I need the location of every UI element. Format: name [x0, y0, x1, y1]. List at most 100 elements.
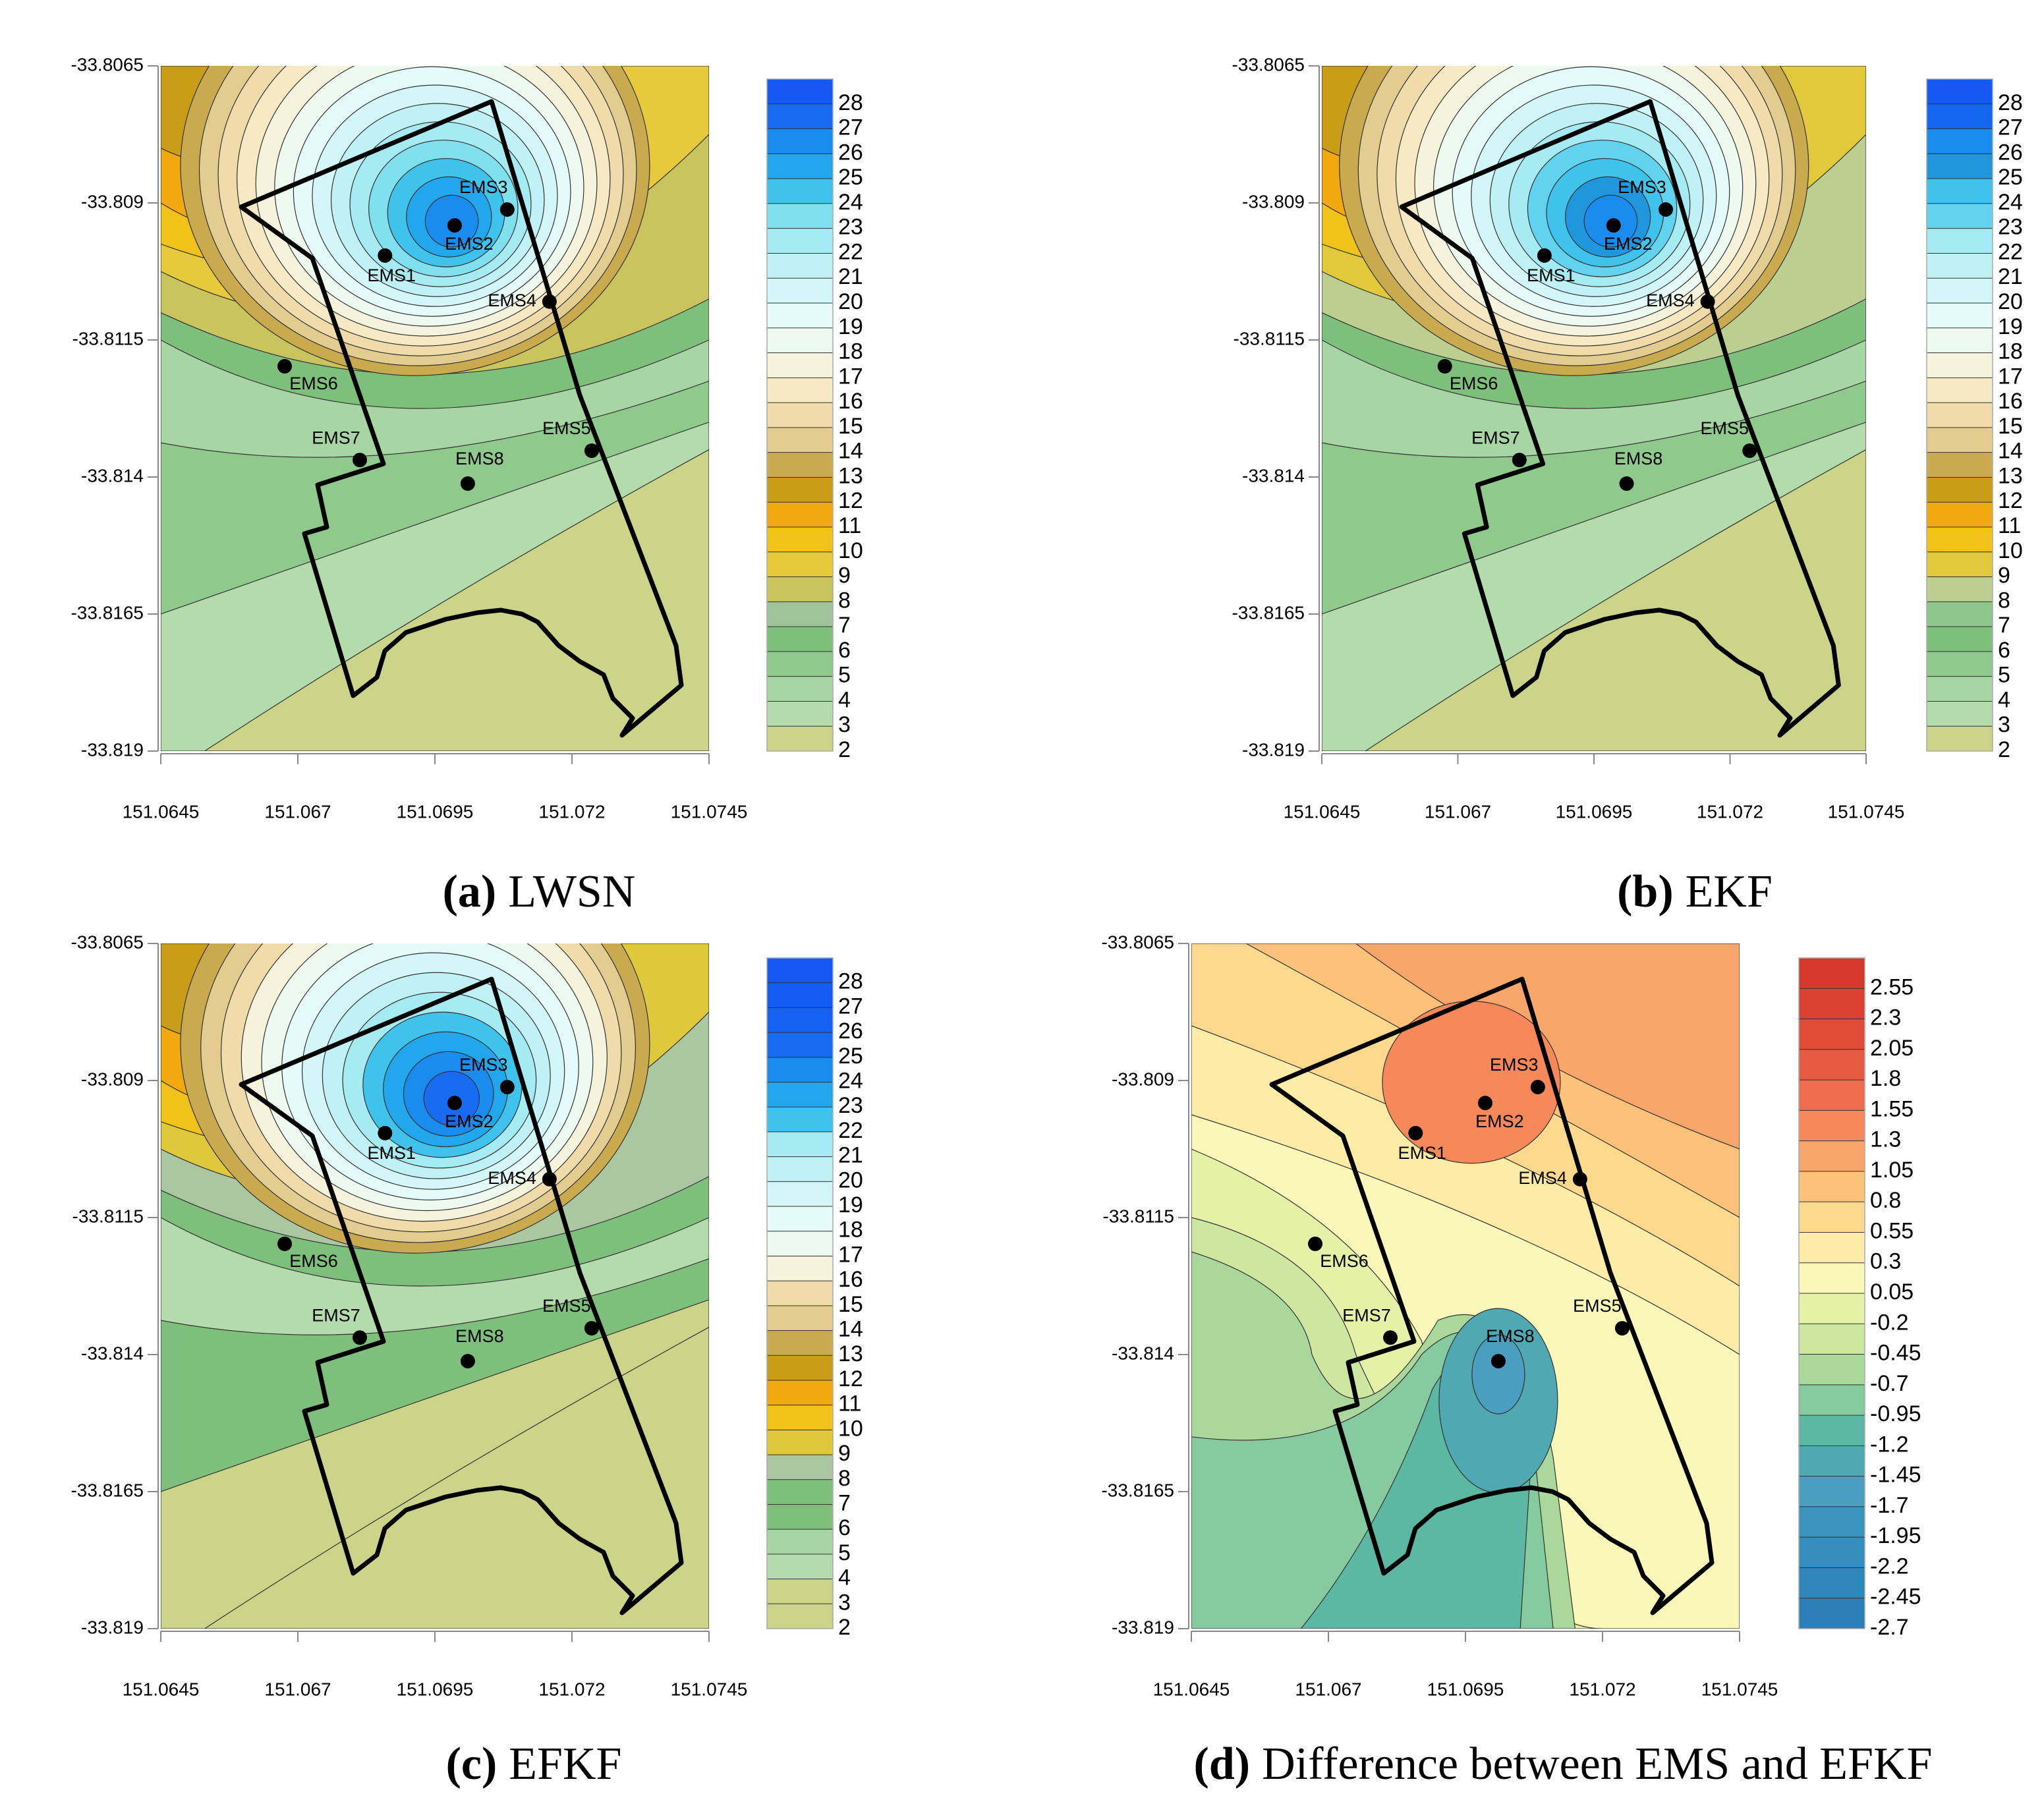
- colorbar-label: 2.05: [1870, 1036, 1914, 1061]
- site-boundary: [239, 976, 684, 1615]
- colorbar-frame: [766, 78, 834, 752]
- colorbar-box: [767, 1082, 833, 1108]
- station: [584, 443, 599, 459]
- station-label: EMS3: [459, 177, 508, 197]
- colorbar-box: [1799, 1445, 1865, 1477]
- station: [447, 1096, 462, 1111]
- x-tick-label: 151.0745: [671, 801, 748, 822]
- colorbar-label: -0.95: [1870, 1401, 1921, 1426]
- colorbar-box: [1927, 128, 1993, 154]
- colorbar-box: [1799, 1171, 1865, 1202]
- caption-panel: (b): [1617, 866, 1674, 917]
- y-tick-label: -33.8065: [71, 932, 144, 952]
- x-tick-label: 151.0645: [1284, 801, 1361, 822]
- station-label: EMS6: [289, 1251, 338, 1271]
- station-label: EMS4: [1518, 1168, 1567, 1188]
- colorbar-box: [1927, 651, 1993, 677]
- y-tick-label: -33.819: [1242, 739, 1305, 760]
- caption-text: Difference between EMS and EFKF: [1262, 1739, 1932, 1789]
- colorbar-label: 20: [838, 289, 863, 314]
- station-label: EMS7: [1342, 1305, 1391, 1325]
- y-tick-label: -33.8165: [71, 1480, 144, 1500]
- caption: (b) EKF: [1617, 866, 1773, 917]
- station-label: EMS8: [455, 1326, 504, 1346]
- colorbar-label: 14: [1998, 439, 2023, 464]
- station: [1477, 1096, 1492, 1111]
- colorbar-box: [767, 602, 833, 627]
- x-tick-label: 151.067: [264, 1679, 331, 1699]
- colorbar-label: 23: [1998, 215, 2023, 240]
- colorbar-box: [1927, 352, 1993, 378]
- colorbar-box: [1927, 726, 1993, 752]
- colorbar-box: [767, 1604, 833, 1629]
- colorbar-box: [767, 1032, 833, 1058]
- colorbar-box: [767, 651, 833, 677]
- colorbar-label: 11: [838, 513, 861, 538]
- colorbar-box: [767, 1405, 833, 1430]
- colorbar-box: [767, 527, 833, 553]
- y-tick-label: -33.809: [1112, 1069, 1174, 1089]
- colorbar-box: [1927, 327, 1993, 354]
- colorbar-label: 26: [1998, 140, 2023, 165]
- colorbar-label: 9: [1998, 563, 2010, 588]
- colorbar-label: 13: [838, 1341, 863, 1366]
- colorbar-label: 0.8: [1870, 1188, 1901, 1213]
- colorbar-box: [767, 1181, 833, 1207]
- colorbar-box: [1927, 502, 1993, 528]
- site-boundary: [239, 99, 684, 738]
- x-tick-label: 151.067: [264, 801, 331, 822]
- caption-text: LWSN: [508, 866, 635, 917]
- colorbar-label: 22: [838, 239, 863, 264]
- colorbar-label: 20: [838, 1167, 863, 1193]
- station: [353, 1330, 368, 1345]
- y-tick-label: -33.814: [1112, 1343, 1174, 1363]
- station: [1383, 1330, 1398, 1345]
- colorbar-box: [1927, 676, 1993, 702]
- colorbar-label: 8: [838, 1466, 851, 1491]
- station: [1512, 453, 1527, 468]
- colorbar-label: 12: [1998, 488, 2023, 513]
- colorbar-frame: [1926, 78, 1993, 752]
- colorbar-label: 2.55: [1870, 974, 1914, 999]
- colorbar-label: 23: [838, 1093, 863, 1118]
- colorbar-box: [767, 1455, 833, 1480]
- colorbar-box: [767, 79, 833, 105]
- station: [1437, 358, 1452, 374]
- colorbar-box: [767, 203, 833, 229]
- station-label: EMS4: [1646, 291, 1695, 310]
- colorbar-box: [767, 427, 833, 453]
- colorbar-box: [1927, 378, 1993, 403]
- colorbar-box: [1799, 1019, 1865, 1050]
- colorbar-label: 13: [838, 463, 863, 488]
- colorbar-box: [767, 551, 833, 578]
- colorbar-label: 7: [1998, 613, 2010, 638]
- colorbar-box: [767, 1380, 833, 1406]
- colorbar-label: 8: [838, 588, 851, 613]
- colorbar-label: 0.05: [1870, 1279, 1914, 1305]
- station-label: EMS4: [488, 291, 536, 310]
- colorbar-label: 4: [838, 1565, 851, 1590]
- colorbar-label: -2.45: [1870, 1585, 1921, 1610]
- station: [542, 1171, 557, 1187]
- colorbar-box: [767, 1057, 833, 1083]
- colorbar-box: [767, 1107, 833, 1133]
- station: [460, 1353, 475, 1368]
- station-label: EMS7: [1471, 428, 1520, 447]
- colorbar-box: [1799, 1140, 1865, 1172]
- y-tick-label: -33.814: [1242, 465, 1305, 486]
- colorbar-label: 15: [838, 414, 863, 439]
- colorbar-box: [767, 1504, 833, 1530]
- colorbar-label: 18: [838, 1218, 863, 1243]
- station: [584, 1321, 599, 1336]
- colorbar-label: 22: [838, 1118, 863, 1143]
- colorbar-label: 7: [838, 613, 851, 638]
- colorbar-label: 17: [838, 364, 863, 389]
- colorbar-label: 24: [1998, 190, 2023, 215]
- x-tick-label: 151.0745: [1701, 1679, 1778, 1699]
- colorbar-label: 10: [838, 538, 863, 563]
- x-tick-label: 151.067: [1295, 1679, 1361, 1699]
- colorbar-box: [767, 1430, 833, 1455]
- x-tick-label: 151.072: [1697, 801, 1763, 822]
- y-tick-label: -33.809: [81, 191, 144, 211]
- colorbar-box: [767, 1529, 833, 1555]
